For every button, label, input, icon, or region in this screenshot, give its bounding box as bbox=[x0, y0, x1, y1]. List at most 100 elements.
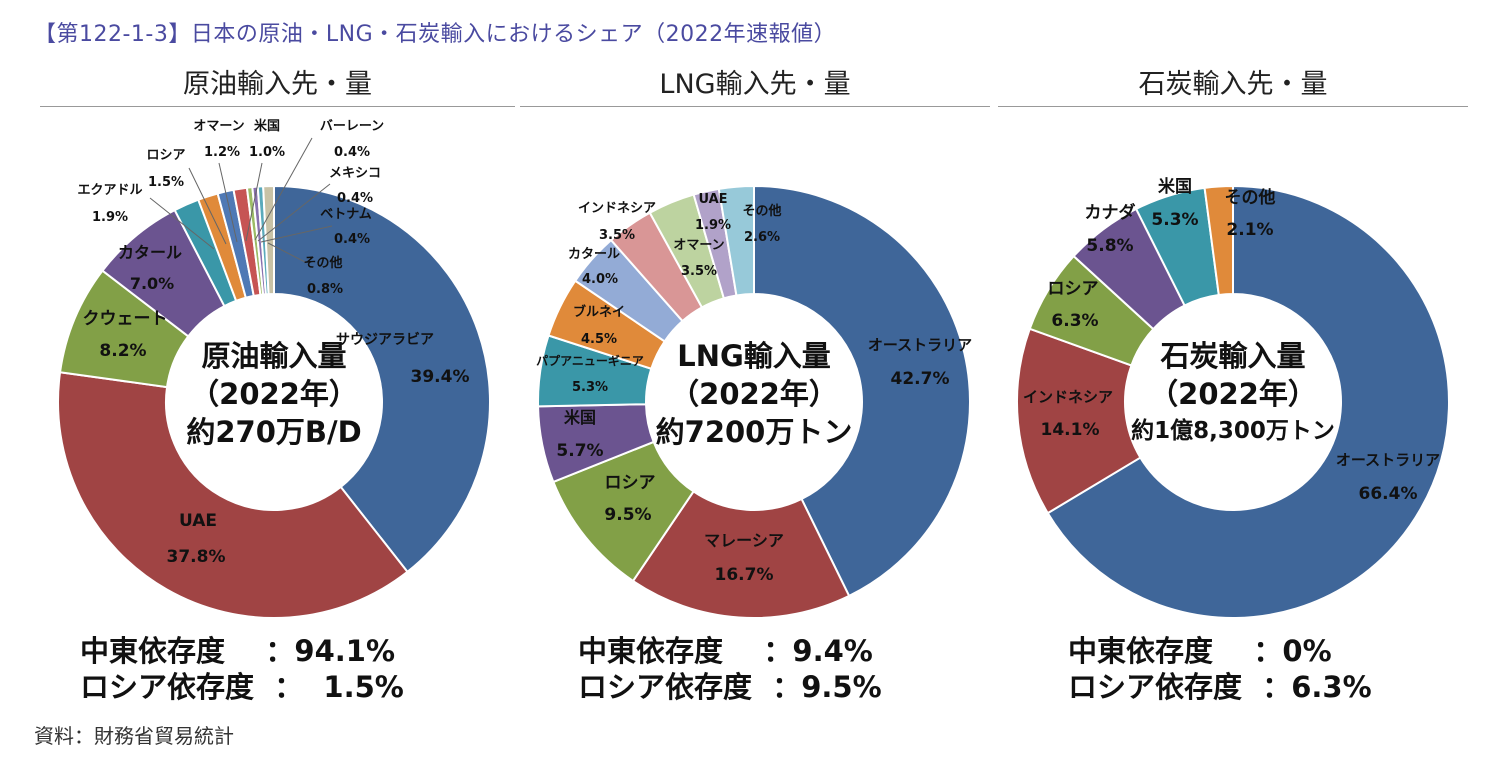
coal-slice-name-4: 米国 bbox=[1158, 176, 1192, 197]
source-note: 資料：財務省貿易統計 bbox=[34, 724, 234, 748]
lng-slice-name-9: UAE bbox=[698, 192, 727, 207]
oil-slice-value-2: 8.2% bbox=[99, 341, 146, 361]
oil-slice-name-1: UAE bbox=[179, 511, 217, 531]
coal-slice-value-5: 2.1% bbox=[1226, 220, 1273, 240]
oil-leader-10 bbox=[260, 225, 333, 243]
lng-slice-0 bbox=[753, 184, 971, 598]
oil-slice-value-1: 37.8% bbox=[167, 547, 226, 567]
oil-slice-value-4: 1.9% bbox=[92, 210, 128, 225]
coal-panel-title: 石炭輸入先・量 bbox=[1138, 69, 1328, 100]
coal-center-text-0: 石炭輸入量 bbox=[1159, 339, 1305, 373]
oil-slice-name-4: エクアドル bbox=[77, 183, 142, 198]
coal-russia-dependency: ロシア依存度 ：6.3% bbox=[1068, 670, 1372, 704]
oil-slice-name-11: その他 bbox=[303, 255, 342, 271]
oil-slice-name-6: オマーン bbox=[193, 119, 244, 134]
lng-center-text-1: （2022年） bbox=[670, 377, 838, 411]
coal-donut: オーストラリア 66.4% インドネシア 14.1% ロシア 6.3% カナダ 5.8% 米国 5… bbox=[1016, 176, 1450, 619]
page-title: 【第122-1-3】日本の原油・LNG・石炭輸入におけるシェア（2022年速報値… bbox=[34, 22, 837, 47]
oil-center-text-0: 原油輸入量 bbox=[201, 339, 346, 373]
lng-slice-value-7: 3.5% bbox=[599, 228, 635, 243]
lng-slice-name-3: 米国 bbox=[564, 408, 596, 427]
coal-center-text-1: （2022年） bbox=[1149, 377, 1317, 411]
oil-leader-8 bbox=[254, 137, 313, 241]
coal-slice-name-3: カナダ bbox=[1085, 202, 1136, 223]
oil-mideast-dependency: 中東依存度 ：94.1% bbox=[80, 634, 396, 668]
lng-slice-name-10: その他 bbox=[742, 203, 781, 219]
lng-donut: オーストラリア 42.7% マレーシア 16.7% ロシア 9.5% 米国 5.7% パプアニュ… bbox=[536, 184, 972, 619]
oil-slice-value-7: 1.0% bbox=[249, 145, 285, 160]
oil-slice-value-6: 1.2% bbox=[204, 145, 240, 160]
oil-slice-value-3: 7.0% bbox=[130, 274, 174, 293]
coal-mideast-dependency: 中東依存度 ：0% bbox=[1068, 634, 1332, 668]
oil-slice-value-5: 1.5% bbox=[148, 175, 184, 190]
oil-slice-name-10: ベトナム bbox=[320, 207, 372, 222]
lng-russia-dependency: ロシア依存度 ：9.5% bbox=[578, 670, 882, 704]
lng-slice-value-5: 4.5% bbox=[581, 332, 617, 347]
oil-slice-value-10: 0.4% bbox=[334, 232, 370, 247]
lng-slice-name-5: ブルネイ bbox=[573, 304, 625, 320]
lng-slice-name-1: マレーシア bbox=[704, 531, 784, 550]
lng-panel-title: LNG輸入先・量 bbox=[659, 69, 851, 100]
oil-russia-dependency: ロシア依存度 ： 1.5% bbox=[80, 670, 404, 704]
oil-center-text-2: 約270万B/D bbox=[186, 415, 361, 449]
oil-slice-value-0: 39.4% bbox=[411, 367, 470, 387]
coal-slice-value-1: 14.1% bbox=[1041, 420, 1100, 440]
oil-slice-name-8: バーレーン bbox=[320, 119, 384, 134]
lng-slice-value-4: 5.3% bbox=[572, 380, 608, 395]
lng-slice-value-3: 5.7% bbox=[556, 441, 603, 461]
coal-slice-value-2: 6.3% bbox=[1051, 311, 1098, 331]
oil-leader-5 bbox=[188, 167, 227, 245]
oil-leader-9 bbox=[257, 183, 331, 242]
coal-slice-name-2: ロシア bbox=[1048, 279, 1099, 299]
coal-slice-5 bbox=[1203, 184, 1234, 297]
oil-panel-rule bbox=[40, 106, 515, 107]
lng-slice-value-8: 3.5% bbox=[681, 264, 717, 279]
lng-slice-name-4: パプアニューギニア bbox=[536, 353, 644, 368]
lng-center-text-2: 約7200万トン bbox=[656, 415, 853, 449]
oil-slice-name-9: メキシコ bbox=[329, 166, 381, 181]
coal-slice-value-3: 5.8% bbox=[1086, 236, 1133, 256]
lng-slice-1 bbox=[631, 490, 851, 619]
lng-center-text-0: LNG輸入量 bbox=[677, 339, 831, 373]
oil-slice-0 bbox=[273, 184, 491, 574]
coal-slice-name-0: オーストラリア bbox=[1336, 451, 1440, 469]
coal-slice-name-1: インドネシア bbox=[1023, 388, 1113, 406]
oil-slice-value-8: 0.4% bbox=[334, 145, 370, 160]
coal-slice-value-0: 66.4% bbox=[1359, 484, 1418, 504]
lng-slice-name-8: オマーン bbox=[673, 238, 724, 253]
lng-mideast-dependency: 中東依存度 ：9.4% bbox=[578, 634, 873, 668]
oil-leader-4 bbox=[149, 197, 215, 250]
coal-panel-rule bbox=[998, 106, 1468, 107]
oil-slice-name-7: 米国 bbox=[254, 118, 280, 134]
lng-slice-name-6: カタール bbox=[568, 247, 620, 262]
oil-leader-11 bbox=[267, 242, 306, 263]
lng-slice-name-0: オーストラリア bbox=[868, 336, 972, 354]
lng-slice-name-7: インドネシア bbox=[578, 201, 656, 216]
oil-center-text-1: （2022年） bbox=[190, 377, 358, 411]
oil-slice-name-3: カタール bbox=[118, 243, 182, 262]
coal-slice-value-4: 5.3% bbox=[1151, 210, 1198, 230]
coal-slice-0 bbox=[1046, 184, 1450, 619]
oil-slice-1 bbox=[57, 371, 409, 619]
lng-slice-name-2: ロシア bbox=[605, 473, 656, 493]
coal-slice-name-5: その他 bbox=[1225, 187, 1276, 208]
oil-slice-name-0: サウジアラビア bbox=[336, 332, 434, 348]
oil-panel-title: 原油輸入先・量 bbox=[183, 69, 372, 100]
lng-slice-value-2: 9.5% bbox=[604, 505, 651, 525]
oil-slice-name-2: クウェート bbox=[83, 309, 168, 329]
lng-slice-value-1: 16.7% bbox=[715, 565, 774, 585]
oil-leader-7 bbox=[245, 162, 263, 242]
oil-slice-value-11: 0.8% bbox=[307, 282, 343, 297]
lng-slice-10 bbox=[717, 184, 755, 297]
lng-slice-value-9: 1.9% bbox=[695, 218, 731, 233]
oil-donut: サウジアラビア 39.4% UAE 37.8% クウェート 8.2% カタール 7.0% エクア… bbox=[57, 118, 491, 619]
lng-slice-value-0: 42.7% bbox=[891, 369, 950, 389]
lng-panel-rule bbox=[520, 106, 990, 107]
oil-slice-value-9: 0.4% bbox=[337, 191, 373, 206]
oil-leader-6 bbox=[218, 162, 238, 243]
coal-center-text-2: 約1億8,300万トン bbox=[1131, 417, 1335, 444]
oil-slice-name-5: ロシア bbox=[146, 148, 185, 163]
lng-slice-value-10: 2.6% bbox=[744, 230, 780, 245]
lng-slice-value-6: 4.0% bbox=[582, 272, 618, 287]
